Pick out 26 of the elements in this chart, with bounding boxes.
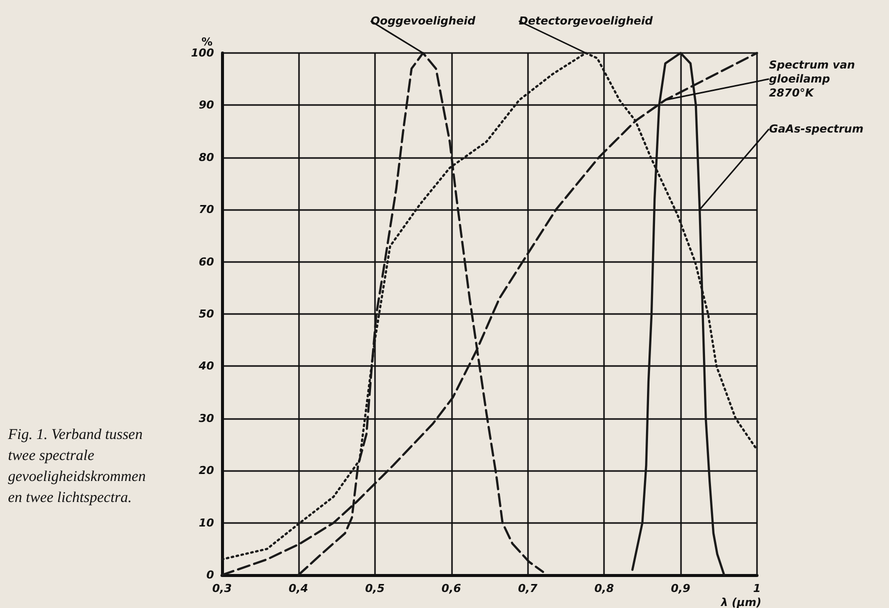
x-tick-label: 0,7	[518, 582, 538, 595]
x-tick-label: 0,3	[212, 582, 232, 595]
y-tick-label: 30	[198, 412, 214, 425]
x-tick-label: 0,4	[288, 582, 308, 595]
y-tick-label: 50	[198, 308, 214, 320]
text: Ooggevoeligheid	[370, 14, 476, 28]
x-tick-label: 0,5	[365, 582, 385, 595]
y-tick-label: 90	[198, 98, 214, 112]
series-label: Spectrum van gloeilamp 2870°K	[769, 58, 859, 100]
x-tick-label: 0,6	[442, 582, 462, 595]
text: GaAs-spectrum	[769, 122, 864, 136]
y-tick-label: 10	[198, 516, 214, 530]
caption: Fig. 1. Verband tussen twee spectrale gevoeligheidskrommen en twee lichtspectra.	[8, 426, 147, 508]
y-tick-label: 70	[198, 203, 214, 216]
x-tick-label: 1	[753, 582, 761, 595]
x-tick-label: 0,8	[594, 582, 614, 595]
text: Detectorgevoeligheid	[518, 14, 653, 28]
y-tick-label: 80	[198, 150, 214, 164]
y-tick-label: 20	[198, 464, 214, 478]
y-tick-label: 0	[206, 568, 214, 582]
x-axis-title: λ (µm)	[720, 596, 762, 608]
y-axis-title: %	[201, 36, 213, 49]
x-tick-label: 0,9	[670, 582, 691, 595]
y-tick-label: 60	[198, 255, 214, 268]
y-tick-label: 100	[191, 46, 214, 60]
y-tick-label: 40	[198, 360, 214, 373]
